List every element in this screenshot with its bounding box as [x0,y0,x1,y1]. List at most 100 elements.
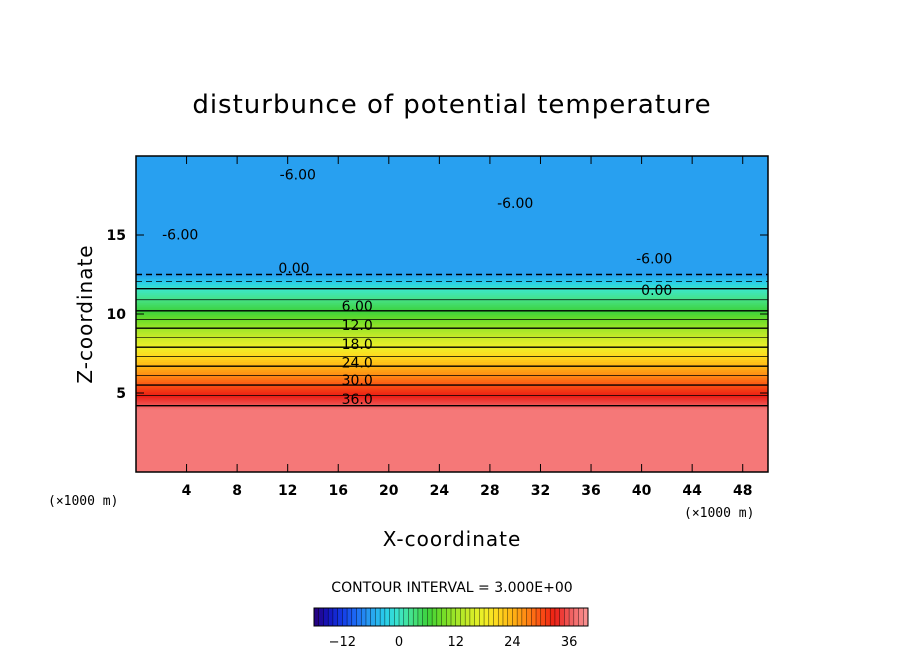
colorbar-segment [540,608,546,626]
x-tick-label: 20 [379,483,399,499]
colorbar-segment [550,608,556,626]
plot-band [136,205,768,208]
plot-band [136,339,768,343]
plot-band [136,183,768,187]
plot-band [136,460,768,463]
plot-band [136,349,768,353]
colorbar-segment [451,608,457,626]
plot-band [136,185,768,189]
plot-band [136,306,768,309]
plot-band [136,438,768,441]
plot-band [136,373,768,376]
plot-band [136,359,768,362]
plot-band [136,337,768,341]
plot-band [136,165,768,169]
plot-band [136,201,768,204]
plot-band [136,321,768,325]
plot-band [136,327,768,331]
colorbar-segment [479,608,485,626]
plot-area [136,156,768,472]
plot-band [136,207,768,210]
colorbar-segment [347,608,353,626]
plot-band [136,385,768,388]
plot-band [136,167,768,171]
colorbar-segment [521,608,527,626]
colorbar-segment [375,608,381,626]
plot-band [136,244,768,248]
plot-band [136,256,768,260]
plot-band [136,462,768,465]
plot-band [136,420,768,424]
plot-band [136,400,768,404]
plot-band [136,270,768,274]
colorbar-segment [384,608,390,626]
plot-band [136,353,768,357]
plot-band [136,236,768,240]
colorbar-segment [427,608,433,626]
colorbar-segment [422,608,428,626]
plot-band [136,221,768,224]
plot-band [136,377,768,380]
plot-band [136,341,768,345]
colorbar-segment [441,608,447,626]
plot-band [136,215,768,218]
plot-band [136,393,768,396]
x-tick-label: 28 [480,483,499,499]
plot-band [136,398,768,402]
y-axis-ticks: 5 10 15 [107,228,768,402]
contour-label: 18.0 [342,337,373,353]
plot-band [136,260,768,264]
plot-band [136,286,768,289]
plot-band [136,290,768,293]
contour-label: 6.00 [342,299,373,315]
plot-band [136,296,768,299]
colorbar-segment [564,608,570,626]
y-tick-label: 10 [107,307,127,323]
plot-band [136,422,768,426]
plot-band [136,331,768,335]
plot-band [136,369,768,372]
x-tick-label: 32 [531,483,550,499]
plot-band [136,268,768,272]
x-tick-label: 24 [430,483,450,499]
plot-band [136,396,768,400]
colorbar-segment [342,608,348,626]
colorbar-segment [323,608,329,626]
plot-band [136,171,768,175]
contour-interval-label: CONTOUR INTERVAL = 3.000E+00 [331,580,572,596]
colorbar-segment [507,608,513,626]
colorbar-segment [446,608,452,626]
plot-band [136,248,768,252]
plot-band [136,179,768,183]
colorbar-segment [502,608,509,626]
colorbar-segment [380,608,386,626]
colorbar-segment [351,608,357,626]
colorbar-segment [432,608,438,626]
plot-band [136,408,768,412]
plot-band [136,264,768,268]
colorbar-segment [356,608,362,626]
plot-band [136,418,768,422]
colorbar-segment [526,608,532,626]
plot-band [136,233,768,236]
plot-band [136,314,768,317]
plot-band [136,416,768,420]
x-tick-label: 4 [182,483,192,499]
plot-band [136,213,768,216]
plot-band [136,434,768,438]
colorbar-segment [554,608,561,626]
contour-label: -6.00 [497,196,533,212]
colorbar-segment [365,608,372,626]
colorbar-segment [455,608,461,626]
plot-band [136,254,768,258]
colorbar-segment [370,608,376,626]
x-tick-label: 12 [278,483,297,499]
contour-label: -6.00 [162,228,198,244]
plot-band [136,163,768,167]
colorbar-segment [493,608,499,626]
plot-band [136,414,768,418]
plot-band [136,315,768,319]
colorbar-segment [337,608,343,626]
contour-lines [136,273,768,407]
plot-band [136,262,768,266]
